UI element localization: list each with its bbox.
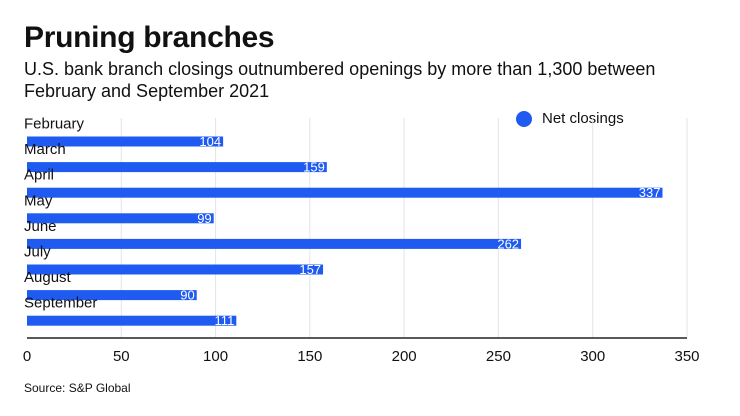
legend: Net closings xyxy=(516,110,624,127)
source-note: Source: S&P Global xyxy=(24,381,131,395)
x-tick-label: 150 xyxy=(297,348,322,365)
x-tick-label: 100 xyxy=(203,348,228,365)
category-label: February xyxy=(24,116,85,133)
chart-title: Pruning branches xyxy=(24,21,275,54)
bar xyxy=(27,213,214,224)
x-tick-label: 50 xyxy=(113,348,130,365)
chart-subtitle: U.S. bank branch closings outnumbered op… xyxy=(24,59,656,101)
category-label: April xyxy=(24,167,54,184)
category-label: September xyxy=(24,295,97,312)
category-label: March xyxy=(24,141,66,158)
category-label: May xyxy=(24,192,53,209)
bar xyxy=(27,290,197,301)
category-label: June xyxy=(24,218,57,235)
bar xyxy=(27,315,237,326)
bar xyxy=(27,187,663,198)
bar xyxy=(27,264,324,275)
legend-swatch xyxy=(516,110,532,127)
bar-value-label: 159 xyxy=(303,160,325,175)
x-tick-label: 250 xyxy=(486,348,511,365)
bar-value-label: 104 xyxy=(199,134,221,149)
x-tick-label: 350 xyxy=(674,348,699,365)
bar-value-label: 157 xyxy=(299,262,321,277)
bar xyxy=(27,238,522,249)
bar-value-label: 99 xyxy=(197,211,211,226)
x-tick-label: 0 xyxy=(23,348,31,365)
bar-value-label: 262 xyxy=(497,236,519,251)
category-label: August xyxy=(24,269,72,286)
category-label: July xyxy=(24,244,51,261)
bar xyxy=(27,162,327,173)
legend-label: Net closings xyxy=(542,110,624,127)
bar-value-label: 90 xyxy=(180,288,194,303)
bar xyxy=(27,136,224,147)
bar-value-label: 337 xyxy=(639,185,661,200)
x-tick-label: 200 xyxy=(392,348,417,365)
bar-value-label: 111 xyxy=(215,313,235,328)
x-tick-label: 300 xyxy=(580,348,605,365)
